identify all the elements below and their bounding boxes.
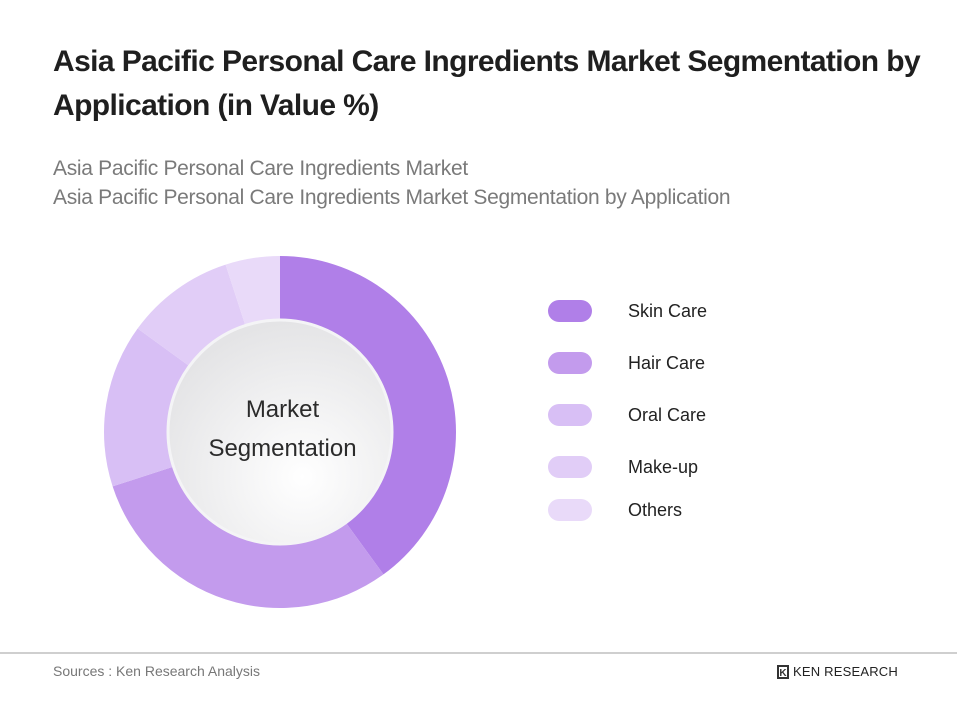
legend-item-hair-care: Hair Care — [548, 352, 705, 374]
logo-text: KEN RESEARCH — [793, 664, 898, 679]
donut-center — [166, 318, 394, 546]
footer-divider — [0, 652, 957, 654]
legend-label: Others — [628, 499, 683, 520]
legend-label: Make-up — [628, 456, 699, 477]
source-note: Sources : Ken Research Analysis — [53, 663, 260, 679]
subtitle-line-1: Asia Pacific Personal Care Ingredients M… — [53, 157, 468, 180]
center-label-line-1: Market — [245, 396, 320, 423]
logo-k-icon: K — [777, 664, 789, 679]
donut-chart — [104, 256, 456, 608]
legend-swatch — [548, 456, 592, 478]
legend-item-others: Others — [548, 499, 682, 521]
legend-item-skin-care: Skin Care — [548, 300, 707, 322]
donut-center-label: Market Segmentation — [170, 390, 395, 468]
legend-label: Skin Care — [628, 300, 708, 321]
legend-item-make-up: Make-up — [548, 456, 698, 478]
legend-swatch — [548, 300, 592, 322]
donut-segment-others — [225, 256, 280, 326]
donut-segment-make-up — [137, 264, 246, 367]
chart-subtitle: Asia Pacific Personal Care Ingredients M… — [53, 154, 731, 212]
legend-swatch — [548, 404, 592, 426]
legend-swatch — [548, 499, 592, 521]
legend-label: Hair Care — [628, 352, 706, 373]
donut-segment-hair-care — [112, 466, 384, 608]
legend-item-oral-care: Oral Care — [548, 404, 706, 426]
subtitle-line-2: Asia Pacific Personal Care Ingredients M… — [53, 186, 731, 209]
chart-title: Asia Pacific Personal Care Ingredients M… — [53, 45, 921, 122]
center-label-line-2: Segmentation — [208, 435, 357, 462]
donut-segment-skin-care — [280, 256, 456, 575]
legend-swatch — [548, 352, 592, 374]
ken-research-logo: K KEN RESEARCH — [777, 664, 898, 679]
legend-label: Oral Care — [628, 404, 707, 425]
